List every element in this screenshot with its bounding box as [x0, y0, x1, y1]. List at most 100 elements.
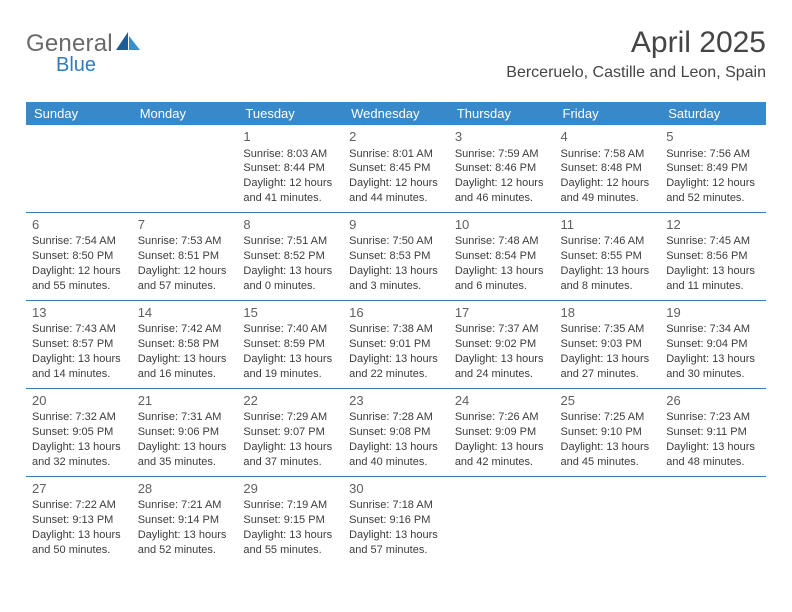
sunset-line: Sunset: 9:01 PM — [349, 337, 443, 352]
calendar-day-cell: 25Sunrise: 7:25 AMSunset: 9:10 PMDayligh… — [555, 388, 661, 476]
calendar-day-cell: 13Sunrise: 7:43 AMSunset: 8:57 PMDayligh… — [26, 300, 132, 388]
day-number: 25 — [561, 389, 655, 411]
sunset-line: Sunset: 8:54 PM — [455, 249, 549, 264]
sunrise-line: Sunrise: 7:29 AM — [243, 410, 337, 425]
calendar-day-cell: 3Sunrise: 7:59 AMSunset: 8:46 PMDaylight… — [449, 125, 555, 212]
daylight-line: Daylight: 12 hours and 57 minutes. — [138, 264, 232, 294]
calendar-day-cell: 21Sunrise: 7:31 AMSunset: 9:06 PMDayligh… — [132, 388, 238, 476]
daylight-line: Daylight: 12 hours and 44 minutes. — [349, 176, 443, 206]
sunrise-line: Sunrise: 7:58 AM — [561, 147, 655, 162]
sunset-line: Sunset: 8:53 PM — [349, 249, 443, 264]
daylight-line: Daylight: 13 hours and 8 minutes. — [561, 264, 655, 294]
day-number: 16 — [349, 301, 443, 323]
sunrise-line: Sunrise: 7:53 AM — [138, 234, 232, 249]
day-number: 28 — [138, 477, 232, 499]
calendar-day-cell: 7Sunrise: 7:53 AMSunset: 8:51 PMDaylight… — [132, 212, 238, 300]
daylight-line: Daylight: 13 hours and 48 minutes. — [666, 440, 760, 470]
calendar-day-cell: 5Sunrise: 7:56 AMSunset: 8:49 PMDaylight… — [660, 125, 766, 212]
sunrise-line: Sunrise: 7:22 AM — [32, 498, 126, 513]
sunset-line: Sunset: 9:02 PM — [455, 337, 549, 352]
sunrise-line: Sunrise: 7:28 AM — [349, 410, 443, 425]
calendar-header-row: SundayMondayTuesdayWednesdayThursdayFrid… — [26, 102, 766, 125]
day-number: 2 — [349, 125, 443, 147]
calendar-row: 20Sunrise: 7:32 AMSunset: 9:05 PMDayligh… — [26, 388, 766, 476]
day-number: 13 — [32, 301, 126, 323]
daylight-line: Daylight: 13 hours and 24 minutes. — [455, 352, 549, 382]
calendar-day-cell: 30Sunrise: 7:18 AMSunset: 9:16 PMDayligh… — [343, 476, 449, 563]
calendar-day-cell: 18Sunrise: 7:35 AMSunset: 9:03 PMDayligh… — [555, 300, 661, 388]
day-number: 30 — [349, 477, 443, 499]
sunrise-line: Sunrise: 7:38 AM — [349, 322, 443, 337]
day-number: 24 — [455, 389, 549, 411]
calendar-day-cell: 27Sunrise: 7:22 AMSunset: 9:13 PMDayligh… — [26, 476, 132, 563]
sunrise-line: Sunrise: 7:21 AM — [138, 498, 232, 513]
day-number: 27 — [32, 477, 126, 499]
sunset-line: Sunset: 8:49 PM — [666, 161, 760, 176]
calendar-day-cell: 29Sunrise: 7:19 AMSunset: 9:15 PMDayligh… — [237, 476, 343, 563]
calendar-table: SundayMondayTuesdayWednesdayThursdayFrid… — [26, 102, 766, 564]
daylight-line: Daylight: 13 hours and 11 minutes. — [666, 264, 760, 294]
day-number: 15 — [243, 301, 337, 323]
sunrise-line: Sunrise: 7:19 AM — [243, 498, 337, 513]
sunset-line: Sunset: 8:48 PM — [561, 161, 655, 176]
day-number: 14 — [138, 301, 232, 323]
day-number: 11 — [561, 213, 655, 235]
calendar-day-cell: 2Sunrise: 8:01 AMSunset: 8:45 PMDaylight… — [343, 125, 449, 212]
day-number: 26 — [666, 389, 760, 411]
sunrise-line: Sunrise: 7:42 AM — [138, 322, 232, 337]
day-number: 18 — [561, 301, 655, 323]
daylight-line: Daylight: 12 hours and 46 minutes. — [455, 176, 549, 206]
sunset-line: Sunset: 9:06 PM — [138, 425, 232, 440]
day-number: 21 — [138, 389, 232, 411]
sunrise-line: Sunrise: 7:50 AM — [349, 234, 443, 249]
daylight-line: Daylight: 13 hours and 30 minutes. — [666, 352, 760, 382]
sunrise-line: Sunrise: 7:18 AM — [349, 498, 443, 513]
day-number: 10 — [455, 213, 549, 235]
sunrise-line: Sunrise: 7:32 AM — [32, 410, 126, 425]
sunrise-line: Sunrise: 7:34 AM — [666, 322, 760, 337]
calendar-day-cell: 26Sunrise: 7:23 AMSunset: 9:11 PMDayligh… — [660, 388, 766, 476]
calendar-day-cell: 28Sunrise: 7:21 AMSunset: 9:14 PMDayligh… — [132, 476, 238, 563]
sunrise-line: Sunrise: 7:45 AM — [666, 234, 760, 249]
weekday-header: Friday — [555, 102, 661, 125]
daylight-line: Daylight: 13 hours and 42 minutes. — [455, 440, 549, 470]
page-subtitle: Berceruelo, Castille and Leon, Spain — [506, 64, 766, 82]
sunset-line: Sunset: 8:50 PM — [32, 249, 126, 264]
sunrise-line: Sunrise: 7:31 AM — [138, 410, 232, 425]
sunset-line: Sunset: 9:04 PM — [666, 337, 760, 352]
daylight-line: Daylight: 13 hours and 55 minutes. — [243, 528, 337, 558]
brand-logo: General Blue — [26, 30, 141, 58]
sunset-line: Sunset: 9:16 PM — [349, 513, 443, 528]
sunrise-line: Sunrise: 7:59 AM — [455, 147, 549, 162]
daylight-line: Daylight: 13 hours and 3 minutes. — [349, 264, 443, 294]
sunset-line: Sunset: 9:11 PM — [666, 425, 760, 440]
daylight-line: Daylight: 13 hours and 35 minutes. — [138, 440, 232, 470]
calendar-day-cell: 9Sunrise: 7:50 AMSunset: 8:53 PMDaylight… — [343, 212, 449, 300]
sunset-line: Sunset: 8:59 PM — [243, 337, 337, 352]
sunset-line: Sunset: 8:45 PM — [349, 161, 443, 176]
sunrise-line: Sunrise: 8:01 AM — [349, 147, 443, 162]
day-number: 19 — [666, 301, 760, 323]
sunset-line: Sunset: 8:57 PM — [32, 337, 126, 352]
day-number: 7 — [138, 213, 232, 235]
daylight-line: Daylight: 13 hours and 16 minutes. — [138, 352, 232, 382]
sunrise-line: Sunrise: 7:26 AM — [455, 410, 549, 425]
sunset-line: Sunset: 8:52 PM — [243, 249, 337, 264]
calendar-day-cell: 17Sunrise: 7:37 AMSunset: 9:02 PMDayligh… — [449, 300, 555, 388]
calendar-row: 27Sunrise: 7:22 AMSunset: 9:13 PM Dayligh… — [26, 476, 766, 563]
sunset-line: Sunset: 9:07 PM — [243, 425, 337, 440]
calendar-day-cell: 16Sunrise: 7:38 AMSunset: 9:01 PMDayligh… — [343, 300, 449, 388]
day-number: 23 — [349, 389, 443, 411]
calendar-day-cell: 20Sunrise: 7:32 AMSunset: 9:05 PMDayligh… — [26, 388, 132, 476]
header: General Blue April 2025 Berceruelo, Cast… — [26, 22, 766, 94]
sunset-line: Sunset: 9:13 PM — [32, 513, 126, 528]
day-number: 20 — [32, 389, 126, 411]
daylight-line: Daylight: 13 hours and 40 minutes. — [349, 440, 443, 470]
sunset-line: Sunset: 8:58 PM — [138, 337, 232, 352]
daylight-line: Daylight: 13 hours and 52 minutes. — [138, 528, 232, 558]
page: General Blue April 2025 Berceruelo, Cast… — [0, 0, 792, 612]
sunset-line: Sunset: 8:44 PM — [243, 161, 337, 176]
sunset-line: Sunset: 9:14 PM — [138, 513, 232, 528]
weekday-header: Monday — [132, 102, 238, 125]
daylight-line: Daylight: 13 hours and 0 minutes. — [243, 264, 337, 294]
